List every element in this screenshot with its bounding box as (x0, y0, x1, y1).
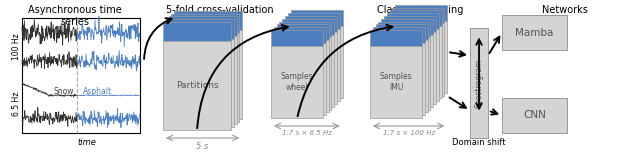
Bar (396, 5, 447, 21)
Text: Networks: Networks (542, 5, 588, 15)
Bar (376, 24, 428, 40)
Bar (384, 16, 436, 32)
Text: Class rebalancing: Class rebalancing (377, 5, 463, 15)
Bar (390, 10, 442, 26)
Bar (392, 8, 444, 23)
Bar (282, 35, 334, 107)
Text: CNN: CNN (523, 111, 546, 121)
Bar (280, 37, 332, 110)
Bar (502, 15, 567, 50)
Bar (22, 18, 140, 133)
Bar (276, 40, 328, 112)
Bar (280, 22, 332, 37)
Text: 1.7 s × 100 Hz: 1.7 s × 100 Hz (383, 130, 435, 136)
Bar (288, 13, 340, 29)
Text: Domain shift: Domain shift (452, 138, 506, 147)
Text: Spectrogram: Spectrogram (474, 58, 483, 108)
Bar (163, 22, 231, 41)
Bar (392, 23, 444, 96)
Bar (370, 30, 422, 46)
Bar (163, 41, 231, 130)
Bar (381, 35, 433, 107)
Text: Snow: Snow (53, 87, 74, 96)
Bar (384, 32, 436, 104)
Bar (174, 30, 242, 119)
Bar (378, 37, 430, 110)
Bar (168, 36, 237, 124)
Bar (378, 22, 430, 37)
Text: Asynchronous time
series: Asynchronous time series (28, 5, 122, 27)
Bar (372, 27, 425, 43)
Bar (396, 21, 447, 93)
Bar (172, 14, 239, 33)
Text: time: time (77, 138, 97, 147)
Bar (285, 32, 337, 104)
Bar (271, 30, 323, 46)
Bar (291, 10, 342, 26)
Text: 100 Hz: 100 Hz (12, 33, 21, 60)
Bar (274, 43, 326, 115)
Bar (168, 16, 237, 36)
Bar (370, 46, 422, 118)
Bar (288, 29, 340, 101)
Text: 5-fold cross-validation: 5-fold cross-validation (166, 5, 274, 15)
Text: 5 s: 5 s (196, 142, 209, 151)
Bar (166, 39, 234, 127)
Bar (381, 19, 433, 35)
Text: Asphalt: Asphalt (83, 87, 112, 96)
Text: 1.7 s × 6.5 Hz: 1.7 s × 6.5 Hz (282, 130, 332, 136)
Text: Mamba: Mamba (515, 28, 554, 38)
Bar (276, 24, 328, 40)
Bar (271, 46, 323, 118)
Bar (372, 43, 425, 115)
Bar (282, 19, 334, 35)
Bar (174, 11, 242, 30)
Bar (291, 26, 342, 98)
Bar (285, 16, 337, 32)
Bar (274, 27, 326, 43)
Bar (387, 13, 439, 29)
Bar (166, 19, 234, 39)
Bar (470, 28, 488, 138)
Bar (387, 29, 439, 101)
Bar (390, 26, 442, 98)
Bar (376, 40, 428, 112)
Text: Partitions: Partitions (176, 81, 218, 90)
Bar (502, 98, 567, 133)
Text: 6.5 Hz: 6.5 Hz (12, 92, 21, 116)
Text: Samples
IMU: Samples IMU (380, 72, 412, 92)
Text: Samples
wheel: Samples wheel (281, 72, 314, 92)
Bar (172, 33, 239, 122)
